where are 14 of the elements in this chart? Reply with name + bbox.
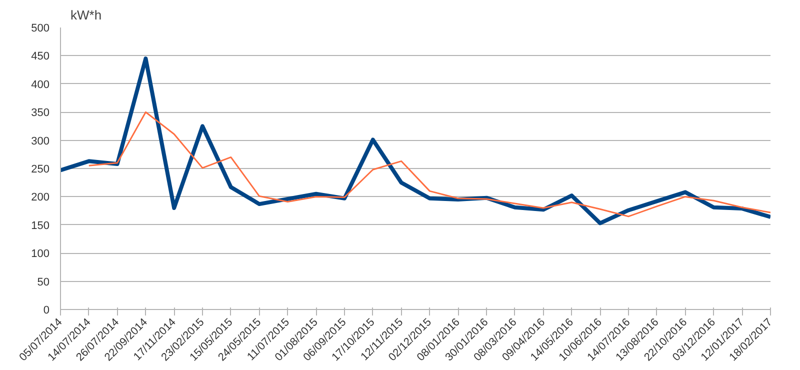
y-axis-title: kW*h	[70, 8, 102, 22]
line-series	[60, 56, 770, 226]
y-tick-label: 300	[31, 135, 50, 148]
y-tick-label: 400	[31, 78, 50, 91]
y-tick-label: 500	[31, 22, 50, 34]
y-tick-label: 0	[43, 304, 50, 316]
y-tick-label: 350	[31, 107, 50, 120]
y-tick-label: 250	[31, 164, 50, 176]
y-tick-label: 50	[37, 276, 50, 288]
y-tick-label: 150	[31, 220, 50, 232]
y-tick-label: 450	[31, 50, 50, 63]
line-series	[88, 111, 770, 218]
y-tick-label: 200	[31, 192, 50, 204]
y-tick-label: 100	[31, 248, 50, 260]
